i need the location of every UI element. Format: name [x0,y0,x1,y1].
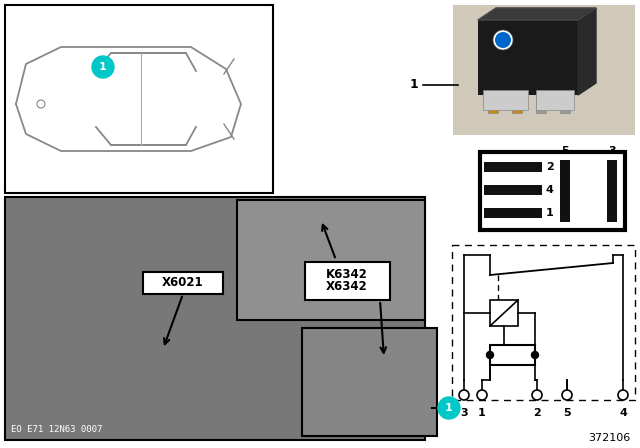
Polygon shape [578,8,596,95]
Bar [484,185,542,195]
Bar [488,95,498,113]
Text: 4: 4 [546,185,554,195]
Bar [490,300,518,326]
Bar [560,160,570,222]
Text: 5: 5 [563,408,571,418]
Bar [490,345,535,365]
Bar [302,328,437,436]
Bar [143,272,223,294]
Bar [484,162,542,172]
Bar [237,200,425,320]
Text: 1: 1 [478,408,486,418]
Bar [452,245,635,400]
Text: 1: 1 [409,78,418,91]
Text: 3: 3 [460,408,468,418]
Circle shape [562,390,572,400]
Bar [560,95,570,113]
Polygon shape [478,8,596,20]
Text: 2: 2 [533,408,541,418]
Text: 2: 2 [546,162,554,172]
Text: EO E71 12N63 0007: EO E71 12N63 0007 [11,425,102,434]
Bar [484,208,542,218]
Circle shape [477,390,487,400]
Bar [512,95,522,113]
Bar [483,90,528,110]
Bar [5,5,273,193]
Text: 4: 4 [619,408,627,418]
Bar [478,20,578,95]
Circle shape [92,56,114,78]
Circle shape [532,390,542,400]
Bar [480,152,625,230]
Circle shape [493,30,513,50]
Bar [305,262,390,300]
Text: 1: 1 [445,403,453,413]
Circle shape [618,390,628,400]
Text: K6342: K6342 [326,267,368,280]
Text: X6342: X6342 [326,280,368,293]
Text: X6021: X6021 [162,276,204,289]
Text: 3: 3 [608,146,616,156]
Circle shape [531,352,538,358]
Text: 1: 1 [99,62,107,72]
Bar [607,160,617,222]
Bar [536,95,546,113]
Text: 372106: 372106 [588,433,630,443]
Circle shape [486,352,493,358]
Bar [5,197,425,440]
Circle shape [438,397,460,419]
Circle shape [459,390,469,400]
Text: 5: 5 [561,146,569,156]
Bar [536,90,574,110]
Text: 1: 1 [546,208,554,218]
Circle shape [495,32,511,48]
Bar [453,5,635,135]
